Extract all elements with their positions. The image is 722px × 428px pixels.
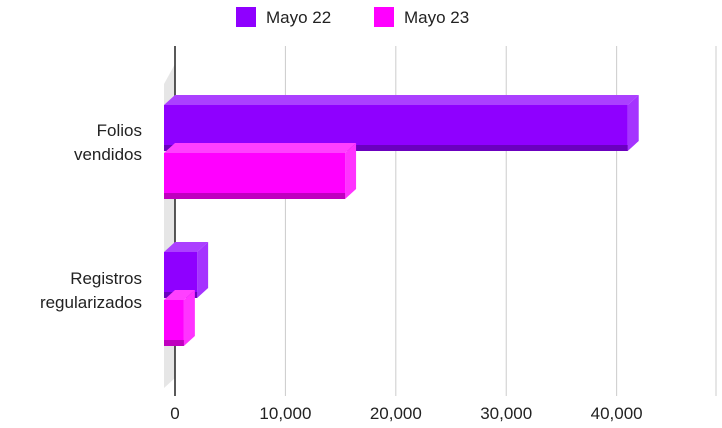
bar — [164, 143, 357, 199]
bar-side-face — [183, 290, 195, 346]
bar-front-face — [164, 153, 346, 199]
x-tick-label: 30,000 — [480, 404, 532, 423]
bar-top-face — [164, 242, 209, 252]
legend-swatch — [236, 7, 256, 27]
bars — [164, 95, 639, 346]
bar — [164, 290, 195, 346]
bar-top-face — [164, 290, 195, 300]
legend-swatch — [374, 7, 394, 27]
bar-front-face — [164, 300, 184, 346]
legend-item: Mayo 23 — [374, 7, 469, 27]
bar-side-face — [345, 143, 357, 199]
x-tick-label: 20,000 — [370, 404, 422, 423]
chart-legend: Mayo 22 Mayo 23 — [236, 7, 469, 27]
bar-bottom-edge — [164, 340, 184, 346]
x-tick-label: 10,000 — [259, 404, 311, 423]
x-axis-ticks: 0 10,000 20,000 30,000 40,000 — [170, 404, 642, 423]
category-labels: Folios vendidos Registros regularizados — [40, 121, 142, 312]
legend-label: Mayo 23 — [404, 8, 469, 27]
legend-item: Mayo 22 — [236, 7, 331, 27]
bar-side-face — [627, 95, 639, 151]
x-tick-label: 0 — [170, 404, 179, 423]
bar-side-face — [197, 242, 209, 298]
bar-bottom-edge — [164, 193, 346, 199]
category-label: Registros regularizados — [40, 269, 142, 312]
bar-bottom-edge — [164, 145, 628, 151]
bar-top-face — [164, 95, 639, 105]
bar-top-face — [164, 143, 357, 153]
legend-label: Mayo 22 — [266, 8, 331, 27]
category-label: Folios vendidos — [74, 121, 142, 164]
bar — [164, 242, 209, 298]
x-tick-label: 40,000 — [591, 404, 643, 423]
bar — [164, 95, 639, 151]
